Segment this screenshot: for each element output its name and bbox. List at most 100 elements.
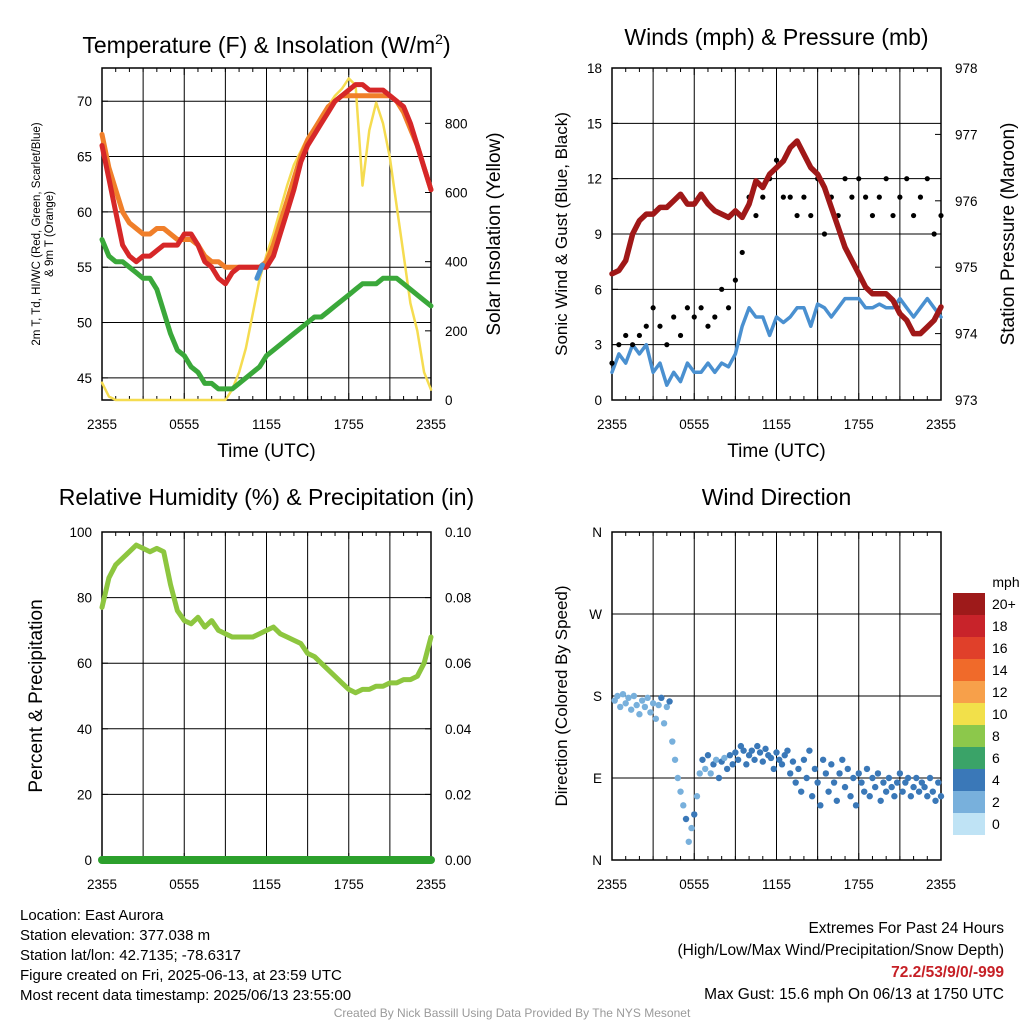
colorbar-label: 8 <box>992 728 1000 744</box>
station-info: Location: East Aurora Station elevation:… <box>20 906 351 1006</box>
gust-point <box>629 342 636 348</box>
chart-title: Wind Direction <box>702 484 852 510</box>
x-tick-label: 1155 <box>252 417 281 432</box>
x-tick-label: 0555 <box>679 877 709 892</box>
x-tick-label: 2355 <box>87 877 117 892</box>
wind-direction-point <box>762 745 769 753</box>
wind-direction-point <box>693 793 701 800</box>
gust-point <box>842 176 848 182</box>
y-tick-label: 45 <box>77 371 92 386</box>
y-tick-label: 12 <box>587 172 602 187</box>
wind-direction-point <box>808 793 816 800</box>
wind-direction-point <box>636 711 643 718</box>
wind-direction-point <box>614 692 621 700</box>
wind-direction-point <box>655 701 662 709</box>
wind-direction-point <box>721 754 728 762</box>
wind-direction-point <box>652 715 660 722</box>
wind-direction-point <box>638 697 646 704</box>
y-tick-label: 18 <box>587 61 602 76</box>
wind-direction-point <box>734 756 742 763</box>
gust-point <box>821 231 828 237</box>
y2-tick-label: 974 <box>955 327 978 342</box>
wind-direction-point <box>904 774 912 782</box>
wind-direction-point <box>844 765 851 773</box>
gust-point <box>623 332 629 339</box>
y2-tick-label: 200 <box>445 324 468 339</box>
y-tick-label: 100 <box>69 525 92 540</box>
extremes-values: 72.2/53/9/0/-999 <box>891 964 1004 981</box>
y-tick-label: 0 <box>84 853 92 868</box>
wind-direction-point <box>754 742 761 750</box>
y-tick-label: 65 <box>77 150 92 165</box>
gust-point <box>876 194 882 200</box>
x-tick-label: 0555 <box>169 877 199 892</box>
wind-direction-point <box>671 756 679 763</box>
wind-direction-point <box>688 824 695 832</box>
gust-point <box>801 194 807 200</box>
gust-point <box>808 212 814 219</box>
y-tick-label: 0 <box>594 393 602 408</box>
gust-point <box>787 194 793 200</box>
colorbar-swatch <box>953 681 985 703</box>
y-tick-label: 40 <box>77 722 92 737</box>
wind-direction-point <box>822 770 830 777</box>
wind-direction-point <box>800 756 808 763</box>
y2-tick-label: 0.00 <box>445 853 471 868</box>
wind-direction-point <box>896 770 904 777</box>
colorbar-swatch <box>953 725 985 747</box>
wind-direction-point <box>792 779 799 786</box>
colorbar-label: 10 <box>992 706 1008 722</box>
wind-direction-point <box>907 793 915 800</box>
gust-point <box>863 194 869 200</box>
credit-line: Created By Nick Bassill Using Data Provi… <box>333 1006 691 1020</box>
wind-direction-point <box>773 749 780 756</box>
winds-pressure-panel: 2355 0555 1155 1755 2355 0 3 6 9 12 15 18 973 974 975 9… <box>552 24 1019 462</box>
gust-point <box>643 323 649 329</box>
gust-point <box>739 249 745 256</box>
colorbar-label: 0 <box>992 816 1000 832</box>
max-gust: Max Gust: 15.6 mph On 06/13 at 1750 UTC <box>704 986 1004 1003</box>
wind-direction-point <box>910 783 917 791</box>
wind-direction-point <box>872 783 879 791</box>
wind-direction-point <box>825 788 832 795</box>
x-tick-label: 2355 <box>926 417 956 432</box>
wind-direction-point <box>803 774 810 782</box>
y-axis-label-left: 2m T, Td, HI/WC (Red, Green, Scarlet/Blu… <box>31 122 56 345</box>
y2-tick-label: 973 <box>955 393 978 408</box>
figure-created: Figure created on Fri, 2025-06-13, at 23… <box>20 967 342 984</box>
wind-direction-point <box>685 838 692 845</box>
wind-direction-point <box>627 706 635 713</box>
wind-direction-point <box>767 754 775 762</box>
wind-direction-panel: 2355 0555 1155 1755 2355 N E S W N Wind Direction D… <box>552 484 956 892</box>
gust-point <box>698 305 704 311</box>
wind-direction-point <box>770 765 777 773</box>
wind-direction-point <box>882 788 890 795</box>
gust-point <box>869 212 876 219</box>
wind-direction-point <box>677 788 684 795</box>
y2-tick-label: 0.02 <box>445 787 471 802</box>
wind-direction-point <box>932 797 939 804</box>
gust-point <box>719 286 725 292</box>
chart-title-end: ) <box>443 32 451 58</box>
wind-direction-point <box>915 788 923 795</box>
colorbar-swatch <box>953 769 985 791</box>
wind-direction-point <box>732 749 739 756</box>
wind-direction-point <box>756 749 764 756</box>
wind-direction-point <box>819 756 827 763</box>
wind-direction-point <box>787 770 794 777</box>
y2-tick-label: 978 <box>955 61 978 76</box>
y2-tick-label: 400 <box>445 255 468 270</box>
extremes-info: Extremes For Past 24 Hours (High/Low/Max… <box>678 918 1005 1006</box>
wind-direction-point <box>830 779 838 786</box>
wind-direction-point <box>847 793 854 800</box>
gust-point <box>773 157 780 163</box>
station-latlon: Station lat/lon: 42.7135; -78.6317 <box>20 947 242 964</box>
colorbar-label: 4 <box>992 772 1000 788</box>
plot-frame <box>611 67 942 401</box>
wind-direction-point <box>707 770 714 777</box>
humidity-precipitation-panel: 2355 0555 1155 1755 2355 0 20 40 60 80 100 0.00 0.02… <box>26 484 474 892</box>
y2-tick-label: 975 <box>955 260 978 275</box>
wind-direction-point <box>858 779 865 786</box>
gust-point <box>897 194 903 200</box>
temp-2m-line <box>99 82 434 287</box>
